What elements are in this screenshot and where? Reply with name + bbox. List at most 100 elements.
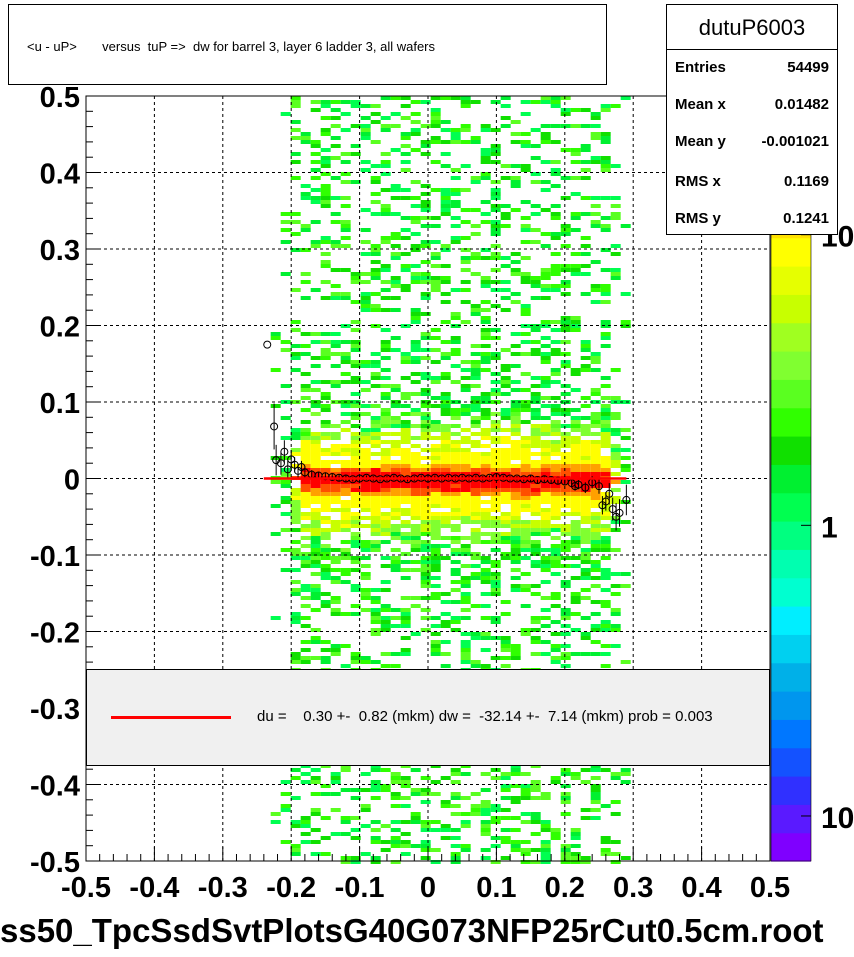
heatmap-cell: [500, 840, 511, 844]
heatmap-cell: [360, 208, 371, 212]
heatmap-cell: [600, 292, 611, 296]
stats-separator: [667, 49, 837, 50]
heatmap-cell: [570, 108, 581, 112]
fit-legend: du = 0.30 +- 0.82 (mkm) dw = -32.14 +- 7…: [86, 669, 770, 766]
heatmap-cell: [430, 568, 441, 572]
heatmap-cell: [450, 472, 461, 476]
heatmap-cell: [570, 444, 581, 448]
heatmap-cell: [580, 416, 591, 420]
heatmap-cell: [510, 272, 521, 276]
heatmap-cell: [430, 848, 441, 852]
heatmap-cell: [300, 488, 311, 492]
heatmap-cell: [390, 560, 401, 564]
heatmap-cell: [330, 488, 341, 492]
heatmap-cell: [370, 660, 381, 664]
heatmap-cell: [440, 400, 451, 404]
x-tick-label: 0.4: [681, 872, 721, 904]
heatmap-cell: [520, 312, 531, 316]
heatmap-cell: [540, 460, 551, 464]
heatmap-cell: [320, 264, 331, 268]
heatmap-cell: [480, 176, 491, 180]
heatmap-cell: [450, 136, 461, 140]
heatmap-cell: [610, 500, 621, 504]
heatmap-cell: [620, 768, 631, 772]
heatmap-cell: [320, 448, 331, 452]
heatmap-cell: [480, 308, 491, 312]
heatmap-cell: [450, 516, 461, 520]
heatmap-cell: [430, 500, 441, 504]
heatmap-cell: [480, 284, 491, 288]
heatmap-cell: [570, 652, 581, 656]
heatmap-cell: [500, 408, 511, 412]
heatmap-cell: [590, 260, 601, 264]
heatmap-cell: [410, 532, 421, 536]
heatmap-cell: [430, 404, 441, 408]
heatmap-cell: [420, 840, 431, 844]
heatmap-cell: [550, 396, 561, 400]
heatmap-cell: [290, 580, 301, 584]
heatmap-cell: [340, 420, 351, 424]
heatmap-cell: [280, 808, 291, 812]
heatmap-cell: [320, 532, 331, 536]
heatmap-cell: [560, 324, 571, 328]
heatmap-cell: [280, 548, 291, 552]
heatmap-cell: [350, 828, 361, 832]
heatmap-cell: [530, 464, 541, 468]
heatmap-cell: [410, 220, 421, 224]
stats-label: Mean y: [675, 133, 726, 150]
heatmap-cell: [360, 480, 371, 484]
heatmap-cell: [450, 860, 461, 864]
heatmap-cell: [510, 484, 521, 488]
heatmap-cell: [430, 544, 441, 548]
heatmap-cell: [400, 436, 411, 440]
heatmap-cell: [460, 436, 471, 440]
heatmap-cell: [360, 596, 371, 600]
heatmap-cell: [470, 208, 481, 212]
heatmap-cell: [490, 468, 501, 472]
heatmap-cell: [490, 580, 501, 584]
heatmap-cell: [590, 548, 601, 552]
heatmap-cell: [480, 124, 491, 128]
heatmap-cell: [380, 240, 391, 244]
heatmap-cell: [600, 248, 611, 252]
heatmap-cell: [580, 212, 591, 216]
heatmap-cell: [390, 772, 401, 776]
heatmap-cell: [590, 420, 601, 424]
heatmap-cell: [490, 860, 501, 864]
heatmap-cell: [530, 296, 541, 300]
heatmap-cell: [500, 836, 511, 840]
heatmap-cell: [360, 496, 371, 500]
heatmap-cell: [420, 376, 431, 380]
heatmap-cell: [570, 428, 581, 432]
heatmap-cell: [500, 456, 511, 460]
heatmap-cell: [420, 472, 431, 476]
heatmap-cell: [590, 468, 601, 472]
heatmap-cell: [450, 548, 461, 552]
heatmap-cell: [300, 596, 311, 600]
heatmap-cell: [530, 284, 541, 288]
heatmap-cell: [600, 288, 611, 292]
profile-point: [280, 440, 289, 464]
heatmap-cell: [480, 512, 491, 516]
heatmap-cell: [500, 524, 511, 528]
heatmap-cell: [300, 544, 311, 548]
heatmap-cell: [340, 568, 351, 572]
heatmap-cell: [460, 600, 471, 604]
heatmap-cell: [510, 208, 521, 212]
heatmap-cell: [370, 520, 381, 524]
heatmap-cell: [460, 320, 471, 324]
heatmap-cell: [530, 832, 541, 836]
heatmap-cell: [410, 512, 421, 516]
heatmap-cell: [330, 560, 341, 564]
heatmap-cell: [300, 440, 311, 444]
heatmap-cell: [350, 448, 361, 452]
heatmap-cell: [600, 108, 611, 112]
chart-title: <u - uP> versus tuP => dw for barrel 3, …: [27, 39, 436, 54]
heatmap-cell: [580, 548, 591, 552]
heatmap-cell: [500, 464, 511, 468]
heatmap-cell: [420, 272, 431, 276]
heatmap-cell: [290, 356, 301, 360]
heatmap-cell: [350, 144, 361, 148]
heatmap-cell: [470, 396, 481, 400]
heatmap-cell: [550, 548, 561, 552]
